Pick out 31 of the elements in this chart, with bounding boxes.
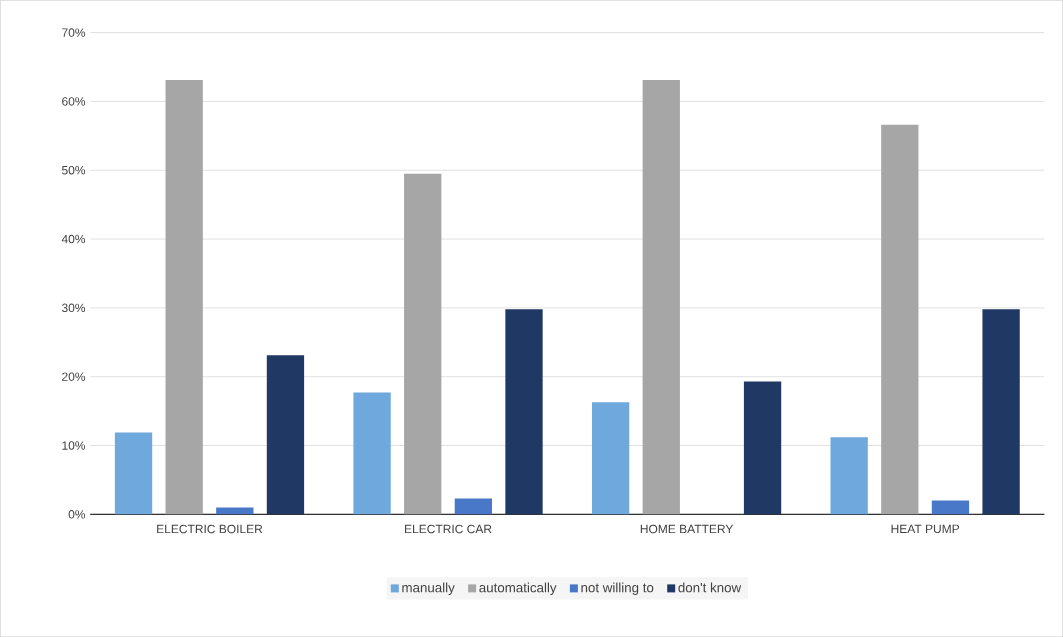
bar — [266, 355, 305, 515]
legend-label: don't know — [678, 582, 742, 593]
y-tick-label: 20% — [62, 372, 86, 381]
bar — [591, 402, 630, 515]
bar — [165, 79, 203, 515]
x-tick-label: HOME BATTERY — [640, 524, 734, 534]
y-tick-label: 60% — [62, 97, 86, 106]
x-tick-label: ELECTRIC CAR — [405, 524, 492, 534]
y-tick-label: 40% — [61, 234, 86, 244]
y-tick-label: 50% — [61, 165, 86, 175]
bar — [505, 309, 543, 515]
y-tick-label: 30% — [61, 303, 86, 313]
bar — [931, 500, 970, 515]
bar — [982, 309, 1020, 515]
bar — [216, 507, 254, 515]
bar — [404, 173, 442, 515]
legend-label: automatically — [479, 582, 557, 595]
bar — [114, 432, 153, 515]
x-tick-label: ELECTRIC BOILER — [157, 524, 263, 534]
y-tick-label: 10% — [62, 441, 86, 450]
legend-label: manually — [402, 582, 455, 595]
y-tick-label: 0% — [68, 509, 86, 519]
x-tick-label: HEAT PUMP — [891, 524, 960, 534]
bar — [881, 124, 919, 515]
bar — [830, 437, 868, 515]
legend-label: not willing to — [581, 582, 654, 595]
y-tick-label: 70% — [62, 28, 86, 37]
bar — [353, 392, 391, 515]
bar — [642, 79, 680, 515]
bar — [743, 381, 782, 515]
bar — [454, 498, 493, 515]
